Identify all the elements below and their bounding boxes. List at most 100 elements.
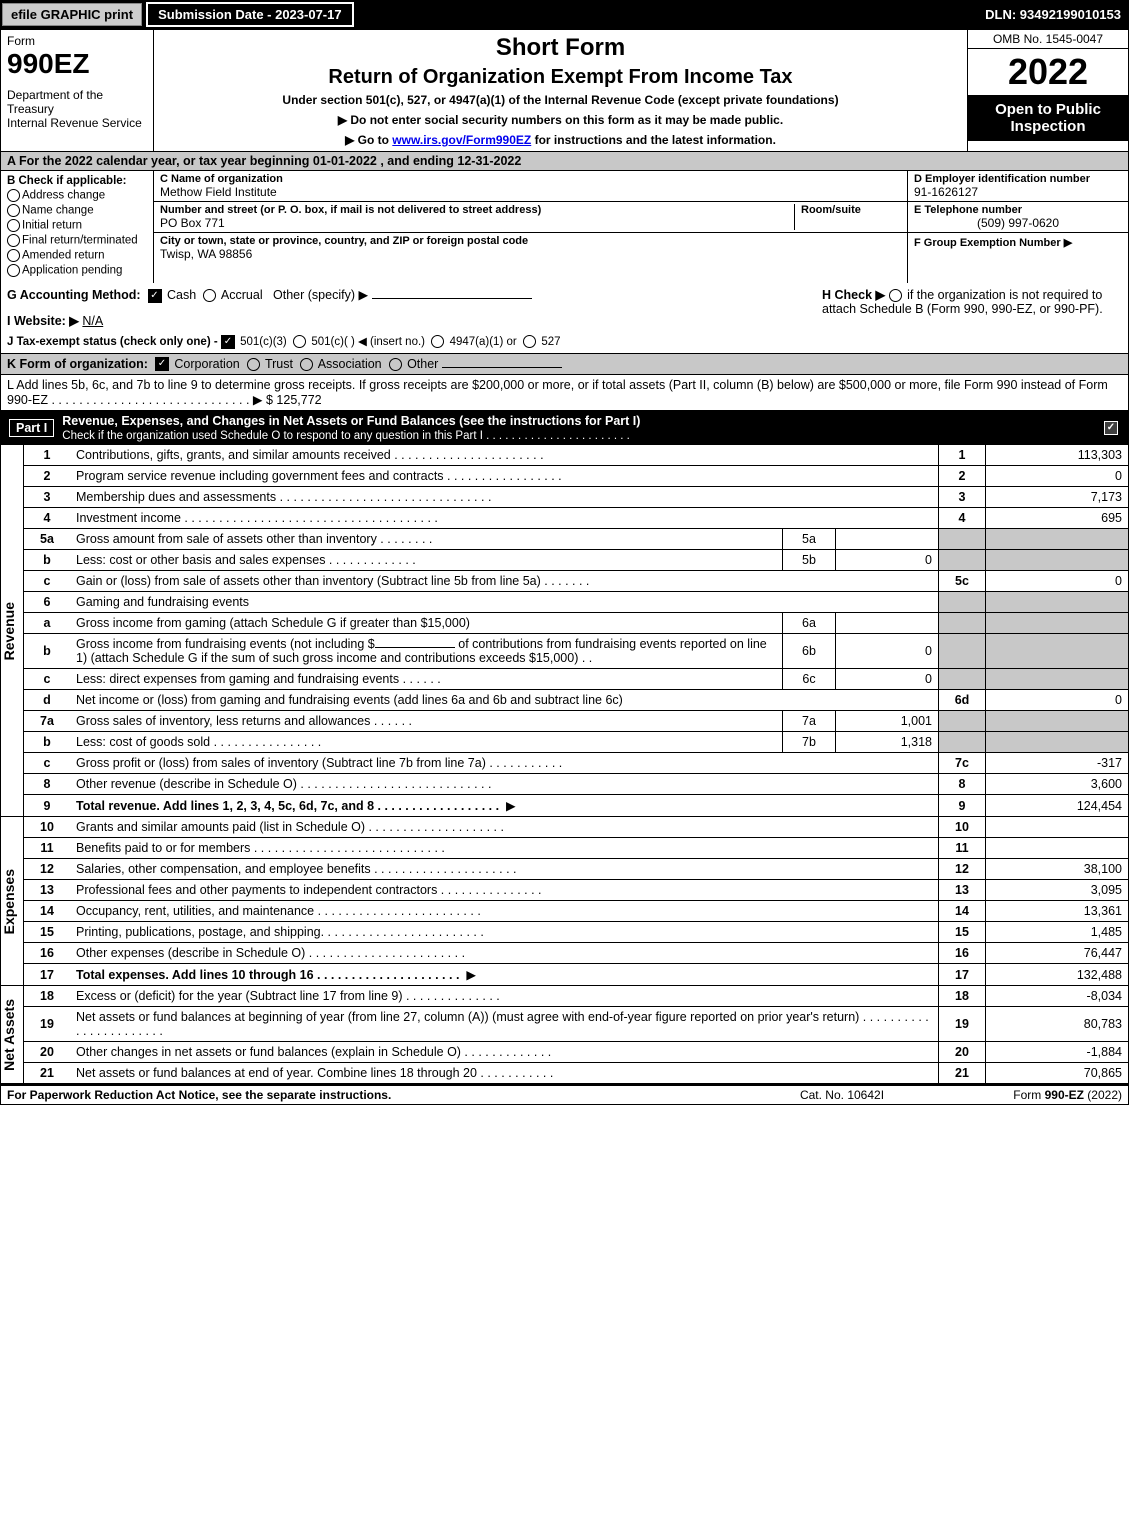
chk-corporation[interactable]: ✓: [155, 357, 169, 371]
chk-other-org[interactable]: [389, 358, 402, 371]
form-header-left: Form 990EZ Department of the Treasury In…: [1, 30, 154, 151]
row-3-desc: Membership dues and assessments . . . . …: [70, 487, 939, 508]
row-18-idx: 18: [939, 986, 986, 1007]
chk-501c3-label: 501(c)(3): [240, 336, 287, 348]
row-2-desc: Program service revenue including govern…: [70, 466, 939, 487]
row-13: 13Professional fees and other payments t…: [1, 880, 1129, 901]
dept-treasury: Department of the Treasury: [7, 88, 147, 116]
row-6c: cLess: direct expenses from gaming and f…: [1, 669, 1129, 690]
submission-date-badge: Submission Date - 2023-07-17: [146, 2, 354, 27]
row-5c-val: 0: [986, 571, 1129, 592]
chk-cash-label: Cash: [167, 288, 196, 302]
tax-year: 2022: [968, 49, 1128, 95]
chk-trust[interactable]: [247, 358, 260, 371]
row-17: 17 Total expenses. Add lines 10 through …: [1, 964, 1129, 986]
chk-amended-return-label: Amended return: [22, 250, 104, 262]
row-7c-val: -317: [986, 753, 1129, 774]
footer-right: Form 990-EZ (2022): [942, 1088, 1122, 1102]
room-label: Room/suite: [801, 204, 901, 216]
form-link-line: ▶ Go to www.irs.gov/Form990EZ for instru…: [162, 133, 959, 147]
row-14-desc: Occupancy, rent, utilities, and maintena…: [70, 901, 939, 922]
row-18-desc: Excess or (deficit) for the year (Subtra…: [70, 986, 939, 1007]
chk-cash[interactable]: ✓: [148, 289, 162, 303]
row-19-desc: Net assets or fund balances at beginning…: [70, 1007, 939, 1042]
chk-501c[interactable]: [293, 335, 306, 348]
row-5c-idx: 5c: [939, 571, 986, 592]
row-7c: cGross profit or (loss) from sales of in…: [1, 753, 1129, 774]
h-label: H Check ▶: [822, 288, 885, 302]
chk-association[interactable]: [300, 358, 313, 371]
row-12-val: 38,100: [986, 859, 1129, 880]
row-5a-minival: [836, 529, 939, 550]
row-13-idx: 13: [939, 880, 986, 901]
row-15-desc: Printing, publications, postage, and shi…: [70, 922, 939, 943]
part-1-title: Revenue, Expenses, and Changes in Net As…: [62, 414, 640, 428]
chk-schedule-o[interactable]: ✓: [1104, 421, 1118, 435]
row-6c-desc: Less: direct expenses from gaming and fu…: [70, 669, 783, 690]
row-3-val: 7,173: [986, 487, 1129, 508]
addr-cell: Number and street (or P. O. box, if mail…: [154, 202, 907, 233]
row-6-desc: Gaming and fundraising events: [70, 592, 939, 613]
row-5b-mini: 5b: [783, 550, 836, 571]
expenses-vertical-label: Expenses: [1, 869, 17, 934]
row-4-val: 695: [986, 508, 1129, 529]
row-6b-mini: 6b: [783, 634, 836, 669]
row-16-val: 76,447: [986, 943, 1129, 964]
row-17-desc: Total expenses. Add lines 10 through 16 …: [70, 964, 939, 986]
form-title-2: Return of Organization Exempt From Incom…: [162, 66, 959, 89]
row-6a-mini: 6a: [783, 613, 836, 634]
row-21-idx: 21: [939, 1063, 986, 1084]
row-6: 6Gaming and fundraising events: [1, 592, 1129, 613]
row-9-desc: Total revenue. Add lines 1, 2, 3, 4, 5c,…: [70, 795, 939, 817]
row-6a: aGross income from gaming (attach Schedu…: [1, 613, 1129, 634]
chk-final-return[interactable]: Final return/terminated: [7, 234, 147, 247]
chk-corporation-label: Corporation: [174, 357, 239, 371]
omb-number: OMB No. 1545-0047: [968, 30, 1128, 49]
part-1-bar: Part I Revenue, Expenses, and Changes in…: [0, 411, 1129, 445]
row-2: 2Program service revenue including gover…: [1, 466, 1129, 487]
chk-amended-return[interactable]: Amended return: [7, 249, 147, 262]
row-8-val: 3,600: [986, 774, 1129, 795]
k-label: K Form of organization:: [7, 357, 148, 371]
i-label: I Website: ▶: [7, 314, 79, 328]
form-header: Form 990EZ Department of the Treasury In…: [0, 29, 1129, 152]
row-20-val: -1,884: [986, 1042, 1129, 1063]
col-b: B Check if applicable: Address change Na…: [1, 171, 154, 283]
fundraising-amount-input[interactable]: [375, 647, 455, 648]
chk-name-change[interactable]: Name change: [7, 204, 147, 217]
efile-print-button[interactable]: efile GRAPHIC print: [2, 3, 142, 26]
chk-501c-label: 501(c)( ) ◀ (insert no.): [311, 336, 425, 348]
row-14-idx: 14: [939, 901, 986, 922]
chk-final-return-label: Final return/terminated: [22, 235, 138, 247]
part-1-sub: Check if the organization used Schedule …: [62, 430, 630, 442]
other-specify-input[interactable]: [372, 298, 532, 299]
line-a: A For the 2022 calendar year, or tax yea…: [0, 152, 1129, 171]
chk-527[interactable]: [523, 335, 536, 348]
other-org-input[interactable]: [442, 367, 562, 368]
row-18-val: -8,034: [986, 986, 1129, 1007]
row-6d-desc: Net income or (loss) from gaming and fun…: [70, 690, 939, 711]
row-11-desc: Benefits paid to or for members . . . . …: [70, 838, 939, 859]
row-6d: dNet income or (loss) from gaming and fu…: [1, 690, 1129, 711]
row-6b: b Gross income from fundraising events (…: [1, 634, 1129, 669]
irs-link[interactable]: www.irs.gov/Form990EZ: [392, 133, 531, 147]
row-6d-idx: 6d: [939, 690, 986, 711]
chk-h[interactable]: [889, 289, 902, 302]
revenue-vertical-label: Revenue: [1, 602, 17, 660]
city-value: Twisp, WA 98856: [160, 247, 901, 261]
row-6a-desc: Gross income from gaming (attach Schedul…: [70, 613, 783, 634]
open-public-inspection: Open to Public Inspection: [968, 95, 1128, 141]
chk-4947[interactable]: [431, 335, 444, 348]
chk-501c3[interactable]: ✓: [221, 335, 235, 349]
org-name-value: Methow Field Institute: [160, 185, 901, 199]
chk-application-pending[interactable]: Application pending: [7, 264, 147, 277]
row-1-desc: Contributions, gifts, grants, and simila…: [70, 445, 939, 466]
row-21-desc: Net assets or fund balances at end of ye…: [70, 1063, 939, 1084]
chk-address-change[interactable]: Address change: [7, 189, 147, 202]
chk-initial-return[interactable]: Initial return: [7, 219, 147, 232]
row-6c-minival: 0: [836, 669, 939, 690]
chk-accrual[interactable]: [203, 289, 216, 302]
row-16-desc: Other expenses (describe in Schedule O) …: [70, 943, 939, 964]
addr-label: Number and street (or P. O. box, if mail…: [160, 204, 794, 216]
row-1: Revenue 1 Contributions, gifts, grants, …: [1, 445, 1129, 466]
